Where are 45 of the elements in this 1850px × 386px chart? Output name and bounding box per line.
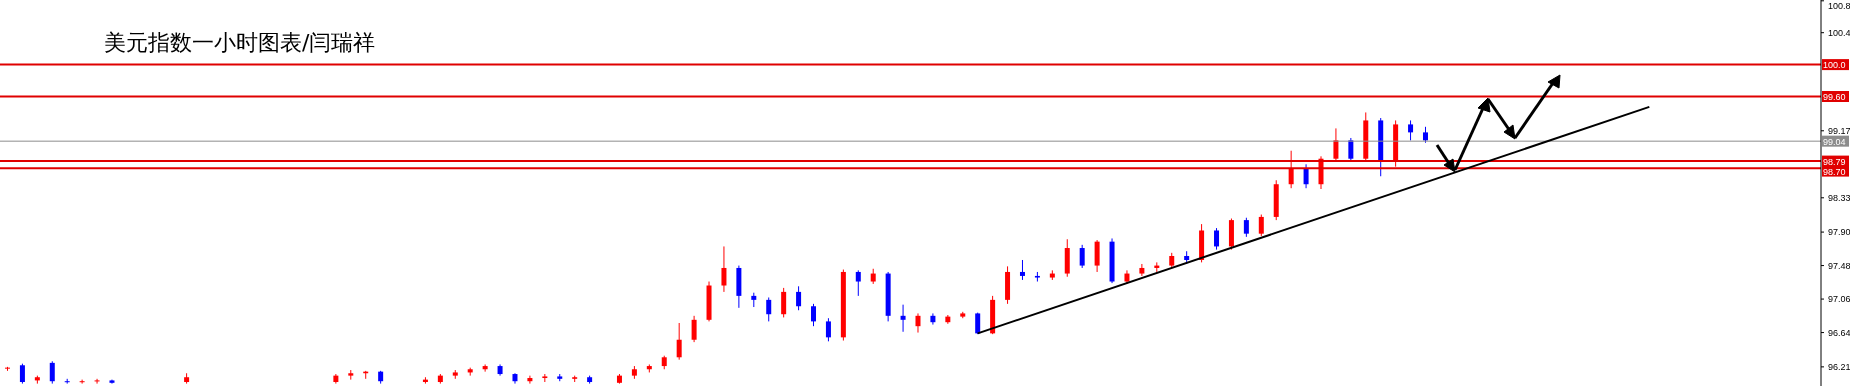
y-tick-label: 100.8	[1828, 1, 1850, 11]
candlestick	[1408, 119, 1414, 141]
candlestick	[915, 312, 921, 334]
candlestick	[900, 304, 906, 333]
candlestick	[94, 378, 100, 385]
candlestick	[1079, 244, 1085, 269]
text: 美元指数一小时图表/闫瑞祥	[104, 29, 376, 57]
candlestick	[1348, 137, 1354, 163]
y-tick-label: 100.4	[1828, 27, 1850, 38]
y-tick-label: 96.64	[1828, 327, 1850, 338]
candlestick	[855, 269, 861, 297]
y-tick-label: 99.17	[1828, 125, 1850, 136]
candlestick	[1139, 263, 1145, 277]
candlestick	[1094, 239, 1100, 273]
candlestick	[1333, 127, 1339, 163]
candlestick	[1019, 259, 1025, 281]
candlestick	[1243, 217, 1249, 238]
candlestick	[482, 363, 488, 373]
candlestick	[796, 285, 802, 311]
ref-line-label: 99.04	[1823, 136, 1846, 147]
candlestick	[1288, 150, 1294, 189]
candlestick	[766, 296, 772, 322]
candlestick	[781, 287, 787, 318]
candlestick	[930, 312, 936, 326]
candlestick	[49, 360, 55, 385]
ref-line-label: 99.60	[1823, 92, 1846, 102]
y-tick-label: 98.33	[1828, 192, 1850, 203]
candlestick	[825, 317, 831, 342]
ref-line-label: 98.79	[1823, 156, 1846, 167]
candlestick	[811, 303, 817, 327]
candlestick	[527, 375, 533, 385]
candlestick	[1258, 214, 1264, 237]
candlestick	[19, 363, 25, 385]
y-tick-label: 97.06	[1828, 294, 1850, 305]
y-tick-label: 96.21	[1828, 361, 1850, 372]
ref-line-label: 100.0	[1823, 60, 1846, 71]
candlestick	[1303, 163, 1309, 189]
y-tick-label: 97.90	[1828, 227, 1850, 238]
candlestick	[721, 245, 727, 293]
candlestick	[79, 379, 85, 385]
y-tick-label: 97.48	[1828, 260, 1850, 271]
ref-line-label: 98.70	[1823, 166, 1846, 177]
candlestick	[676, 322, 682, 361]
candlestick	[1214, 227, 1220, 251]
candlestick	[691, 315, 697, 343]
